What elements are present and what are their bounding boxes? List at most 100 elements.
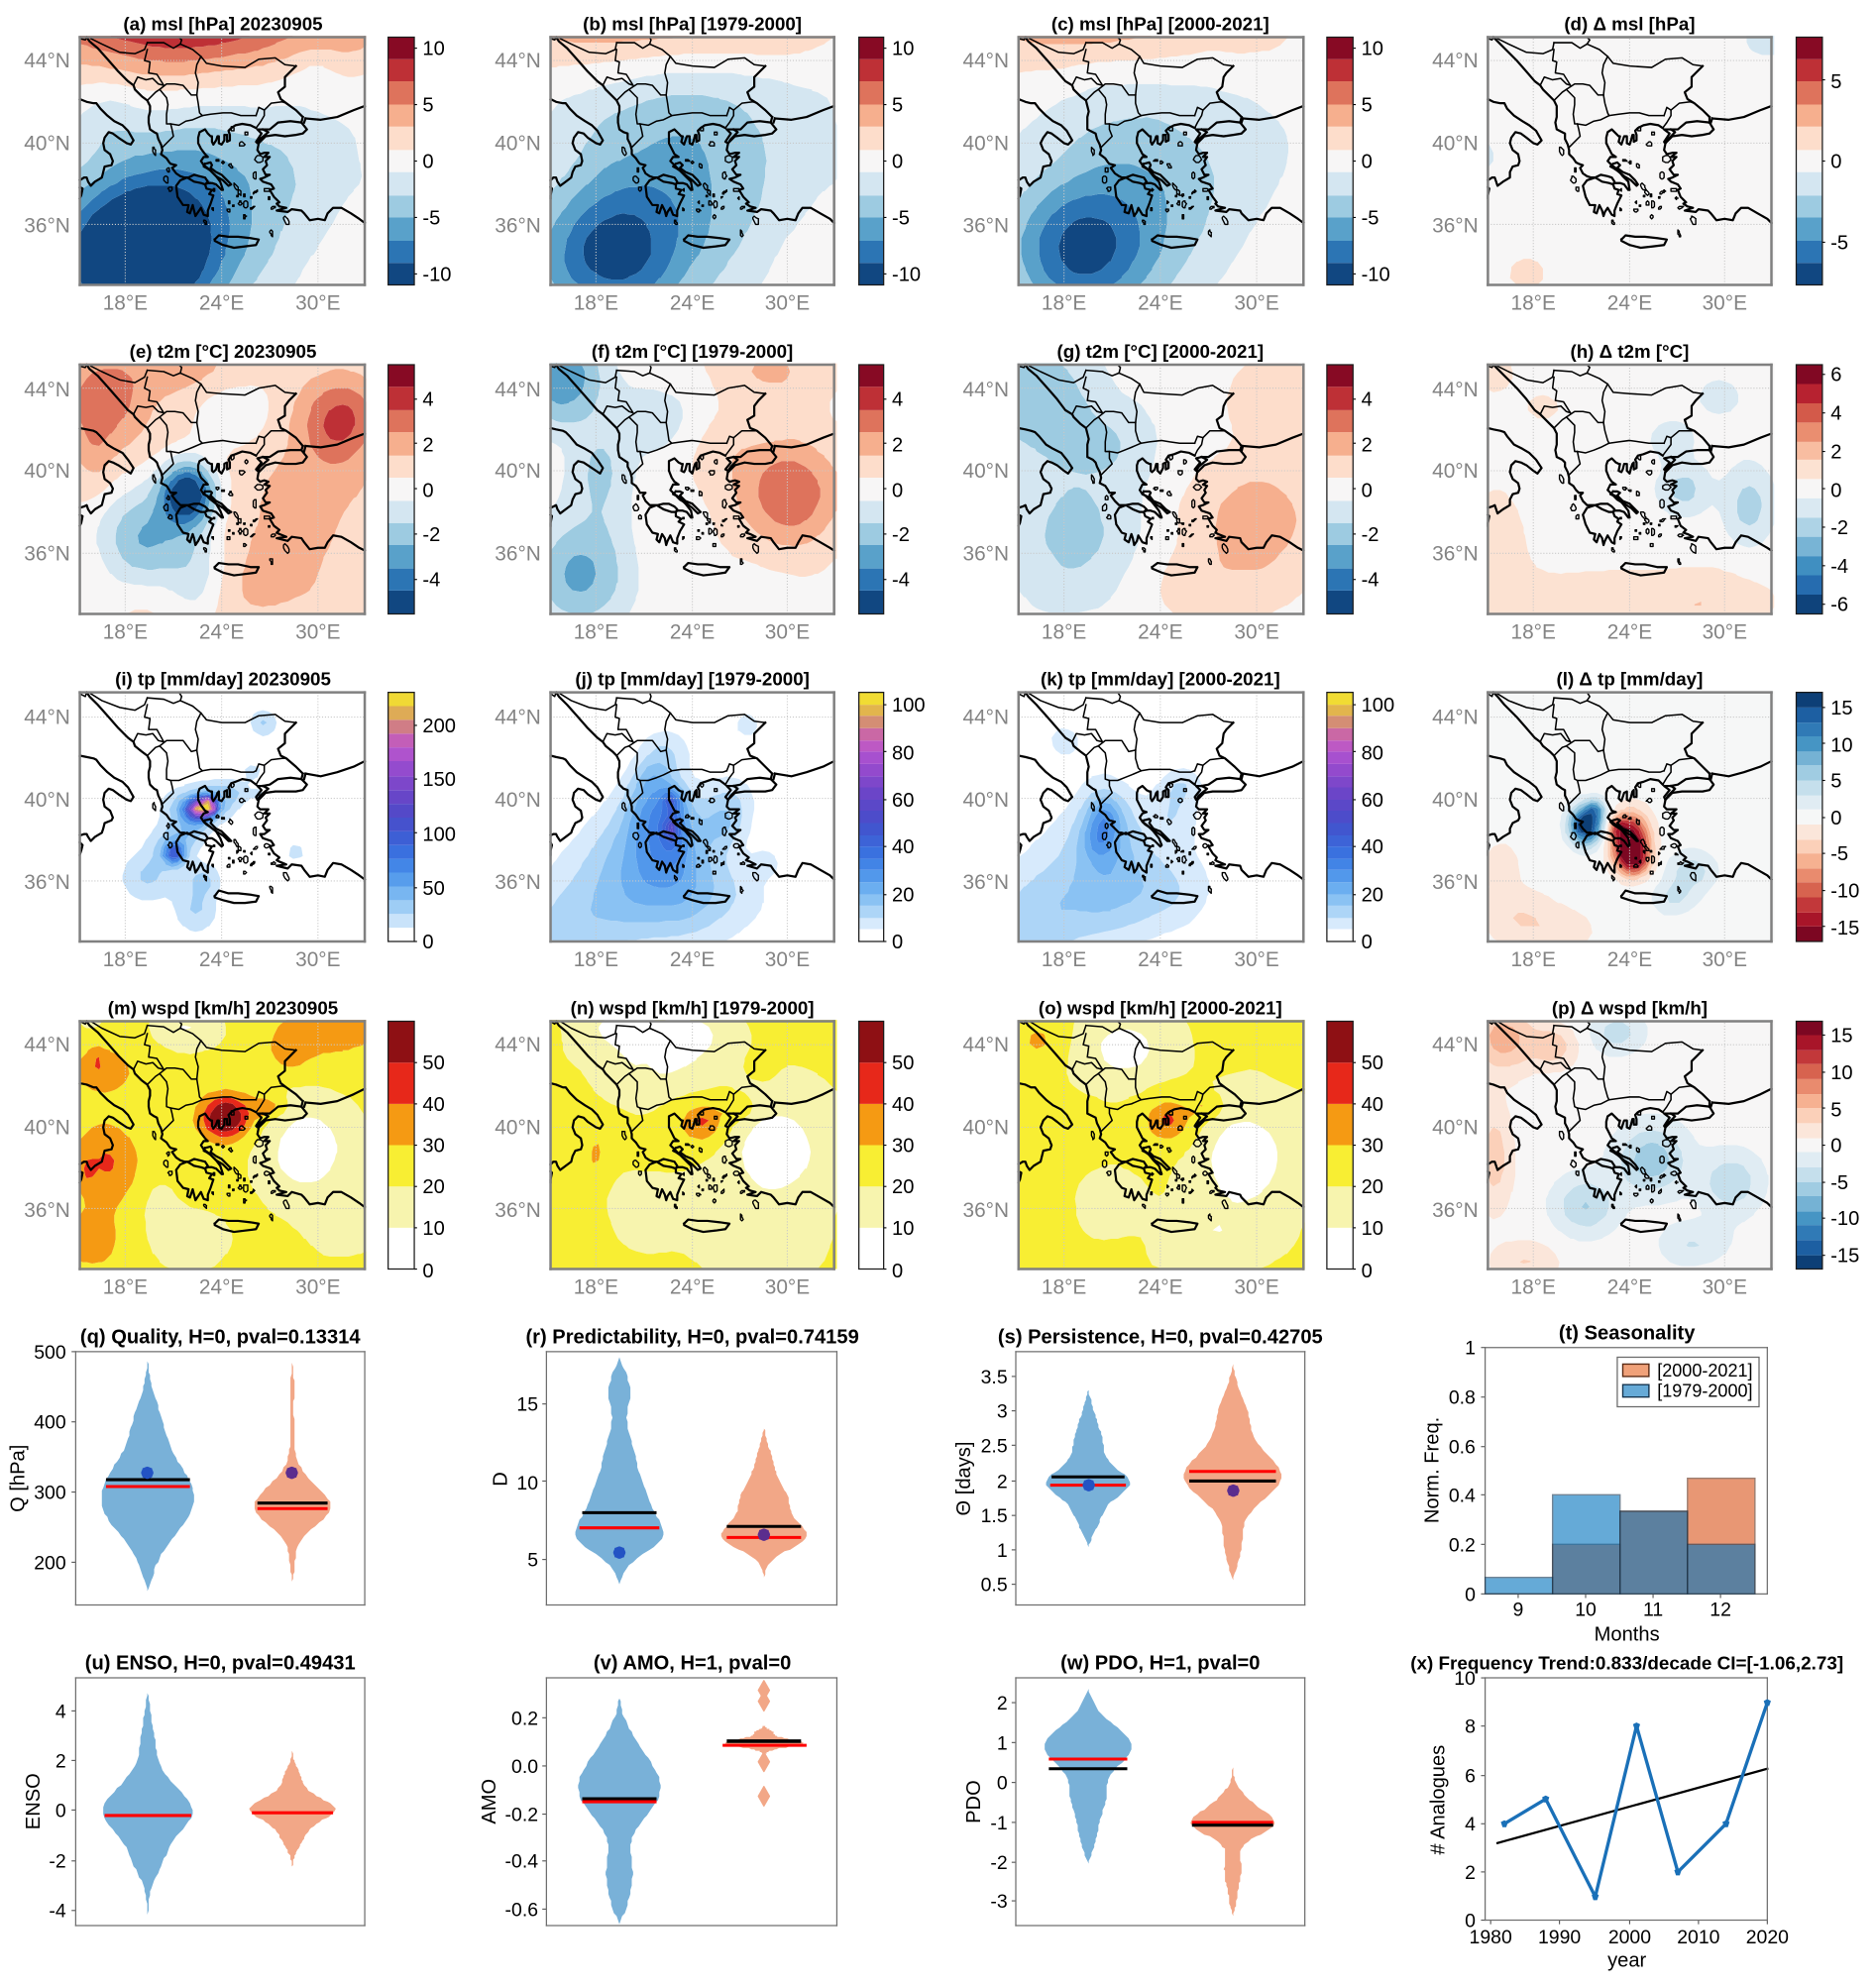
svg-text:0: 0: [892, 480, 903, 501]
svg-text:50: 50: [1362, 1052, 1383, 1074]
svg-text:40°N: 40°N: [1432, 1116, 1479, 1139]
svg-text:0: 0: [892, 151, 903, 172]
svg-text:18°E: 18°E: [103, 292, 148, 315]
svg-text:10: 10: [892, 1218, 914, 1240]
svg-text:Norm. Freq.: Norm. Freq.: [1422, 1417, 1444, 1523]
svg-text:40°N: 40°N: [24, 1116, 70, 1139]
svg-text:0: 0: [997, 1773, 1008, 1795]
svg-text:5: 5: [1830, 770, 1841, 792]
svg-text:30°E: 30°E: [1234, 292, 1278, 315]
svg-text:40°N: 40°N: [963, 1116, 1010, 1139]
svg-text:4: 4: [422, 389, 433, 411]
svg-text:200: 200: [422, 716, 456, 737]
svg-text:40°N: 40°N: [24, 132, 70, 155]
svg-text:30°E: 30°E: [295, 948, 340, 971]
svg-text:-10: -10: [1830, 881, 1859, 903]
svg-text:30°E: 30°E: [295, 292, 340, 315]
svg-text:5: 5: [1362, 95, 1373, 117]
svg-text:-4: -4: [49, 1901, 65, 1923]
svg-text:6: 6: [1830, 365, 1841, 387]
svg-text:Months: Months: [1595, 1624, 1660, 1646]
svg-text:2: 2: [892, 435, 903, 457]
svg-text:40: 40: [1362, 1094, 1383, 1116]
svg-text:(j) tp [mm/day] [1979-2000]: (j) tp [mm/day] [1979-2000]: [575, 669, 810, 690]
svg-text:(x) Frequency Trend:0.833/deca: (x) Frequency Trend:0.833/decade CI=[-1.…: [1410, 1654, 1843, 1675]
svg-text:10: 10: [1454, 1668, 1476, 1690]
svg-text:(w) PDO, H=1, pval=0: (w) PDO, H=1, pval=0: [1060, 1653, 1260, 1675]
svg-text:18°E: 18°E: [1511, 620, 1556, 643]
svg-text:18°E: 18°E: [103, 620, 148, 643]
svg-text:36°N: 36°N: [1432, 215, 1479, 238]
svg-text:-2: -2: [990, 1852, 1007, 1874]
svg-text:36°N: 36°N: [495, 871, 541, 894]
svg-text:24°E: 24°E: [1138, 1276, 1182, 1299]
svg-text:24°E: 24°E: [1607, 292, 1652, 315]
svg-text:0: 0: [1830, 151, 1841, 172]
svg-text:44°N: 44°N: [963, 707, 1010, 729]
svg-text:36°N: 36°N: [1432, 871, 1479, 894]
svg-text:10: 10: [892, 39, 914, 60]
svg-text:40°N: 40°N: [24, 460, 70, 483]
svg-text:-4: -4: [1830, 556, 1848, 578]
svg-text:30: 30: [422, 1136, 444, 1158]
svg-text:-1: -1: [990, 1813, 1007, 1834]
svg-text:36°N: 36°N: [24, 871, 70, 894]
svg-text:24°E: 24°E: [1138, 948, 1182, 971]
svg-text:40°N: 40°N: [495, 460, 541, 483]
svg-text:(d) Δ msl [hPa]: (d) Δ msl [hPa]: [1564, 14, 1695, 35]
svg-text:44°N: 44°N: [1432, 707, 1479, 729]
svg-text:10: 10: [1830, 734, 1852, 756]
svg-text:24°E: 24°E: [670, 1276, 715, 1299]
svg-text:36°N: 36°N: [495, 1199, 541, 1222]
svg-text:50: 50: [892, 1052, 914, 1074]
svg-text:30°E: 30°E: [1703, 292, 1747, 315]
svg-text:0: 0: [1362, 151, 1373, 172]
svg-text:30°E: 30°E: [1703, 1276, 1747, 1299]
svg-text:(o) wspd [km/h] [2000-2021]: (o) wspd [km/h] [2000-2021]: [1039, 998, 1282, 1019]
svg-text:0: 0: [892, 932, 903, 953]
svg-text:44°N: 44°N: [24, 1034, 70, 1056]
svg-text:24°E: 24°E: [1607, 948, 1652, 971]
svg-text:30°E: 30°E: [1234, 1276, 1278, 1299]
svg-text:1: 1: [997, 1732, 1008, 1754]
svg-text:18°E: 18°E: [574, 292, 618, 315]
svg-text:50: 50: [422, 878, 444, 900]
svg-text:0: 0: [1830, 1136, 1841, 1158]
svg-text:18°E: 18°E: [574, 948, 618, 971]
svg-text:44°N: 44°N: [495, 50, 541, 72]
svg-text:18°E: 18°E: [1511, 1276, 1556, 1299]
svg-text:-4: -4: [1362, 570, 1379, 592]
svg-text:0: 0: [1465, 1584, 1476, 1605]
svg-text:18°E: 18°E: [1042, 1276, 1086, 1299]
svg-text:44°N: 44°N: [24, 50, 70, 72]
svg-text:24°E: 24°E: [670, 620, 715, 643]
svg-text:-15: -15: [1830, 1246, 1859, 1268]
svg-text:18°E: 18°E: [103, 948, 148, 971]
svg-text:40°N: 40°N: [495, 1116, 541, 1139]
svg-text:ENSO: ENSO: [23, 1773, 45, 1829]
svg-text:40°N: 40°N: [1432, 460, 1479, 483]
svg-text:5: 5: [892, 95, 903, 117]
svg-text:18°E: 18°E: [103, 1276, 148, 1299]
svg-text:-10: -10: [422, 264, 451, 285]
svg-text:-5: -5: [1830, 1172, 1848, 1194]
svg-text:150: 150: [422, 769, 456, 791]
svg-text:(c) msl [hPa] [2000-2021]: (c) msl [hPa] [2000-2021]: [1051, 14, 1269, 35]
svg-text:-2: -2: [1362, 524, 1379, 546]
svg-text:15: 15: [1830, 1025, 1852, 1047]
svg-text:0: 0: [55, 1800, 66, 1822]
svg-text:60: 60: [1362, 790, 1383, 812]
svg-text:44°N: 44°N: [24, 379, 70, 401]
svg-text:6: 6: [1465, 1766, 1476, 1788]
svg-text:-5: -5: [892, 207, 910, 229]
svg-text:(s) Persistence, H=0, pval=0.4: (s) Persistence, H=0, pval=0.42705: [998, 1327, 1323, 1349]
svg-text:5: 5: [527, 1550, 538, 1572]
svg-text:(t) Seasonality: (t) Seasonality: [1559, 1322, 1696, 1344]
svg-text:0.6: 0.6: [1449, 1437, 1476, 1459]
svg-text:-3: -3: [990, 1891, 1007, 1913]
svg-text:3: 3: [997, 1401, 1008, 1423]
svg-text:15: 15: [516, 1394, 538, 1416]
svg-text:-15: -15: [1830, 918, 1859, 939]
svg-text:-2: -2: [422, 524, 440, 546]
svg-text:-2: -2: [892, 524, 910, 546]
